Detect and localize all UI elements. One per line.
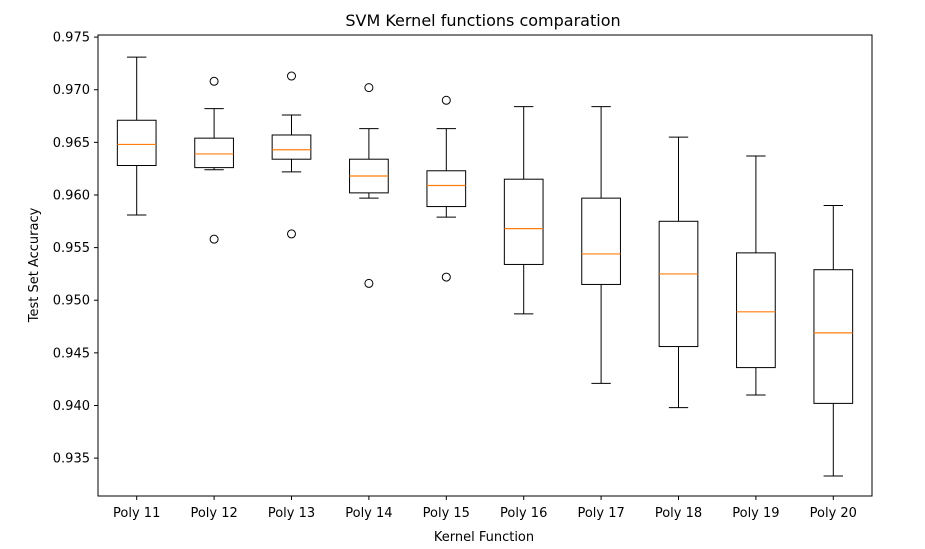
plot-frame (97, 34, 873, 497)
y-tick-label: 0.960 (53, 188, 90, 203)
box-body (503, 178, 544, 265)
y-tick-label: 0.950 (53, 294, 90, 309)
outlier-point (441, 272, 451, 282)
box-body (581, 197, 621, 285)
outlier-point (441, 95, 451, 105)
y-tick-label: 0.940 (53, 399, 90, 414)
y-tick-label: 0.935 (53, 452, 90, 467)
y-tick-label: 0.975 (53, 31, 90, 46)
x-tick-label: Poly 17 (577, 506, 624, 521)
box-body (271, 134, 312, 160)
x-axis-label: Kernel Function (434, 530, 534, 545)
x-tick-label: Poly 11 (113, 506, 160, 521)
outlier-point (364, 83, 374, 93)
y-tick-label: 0.965 (53, 136, 90, 151)
x-tick-label: Poly 13 (268, 506, 315, 521)
outlier-point (287, 71, 296, 81)
chart-title: SVM Kernel functions comparation (345, 11, 620, 30)
x-tick-label: Poly 12 (190, 506, 237, 521)
y-tick-label: 0.970 (53, 83, 90, 98)
outlier-point (287, 229, 296, 239)
x-tick-label: Poly 14 (345, 506, 392, 521)
outlier-point (364, 278, 374, 288)
box-body (813, 269, 854, 404)
outlier-point (209, 234, 219, 244)
plot-area: Poly 11 Poly 12 Poly 13 Poly 14 Poly 15 Poly … (53, 31, 873, 521)
x-tick-label: Poly 18 (655, 506, 702, 521)
outlier-point (209, 76, 219, 86)
x-tick-label: Poly 20 (810, 506, 857, 521)
box-body (116, 119, 157, 167)
x-tick-label: Poly 15 (423, 506, 470, 521)
box-body (426, 170, 467, 208)
box-body (736, 252, 776, 369)
x-tick-label: Poly 16 (500, 506, 547, 521)
x-tick-label: Poly 19 (732, 506, 779, 521)
y-axis-label: Test Set Accuracy (27, 207, 42, 323)
y-tick-label: 0.945 (53, 346, 90, 361)
y-tick-label: 0.955 (53, 241, 90, 256)
box-body (194, 137, 234, 169)
box-body (658, 220, 699, 348)
